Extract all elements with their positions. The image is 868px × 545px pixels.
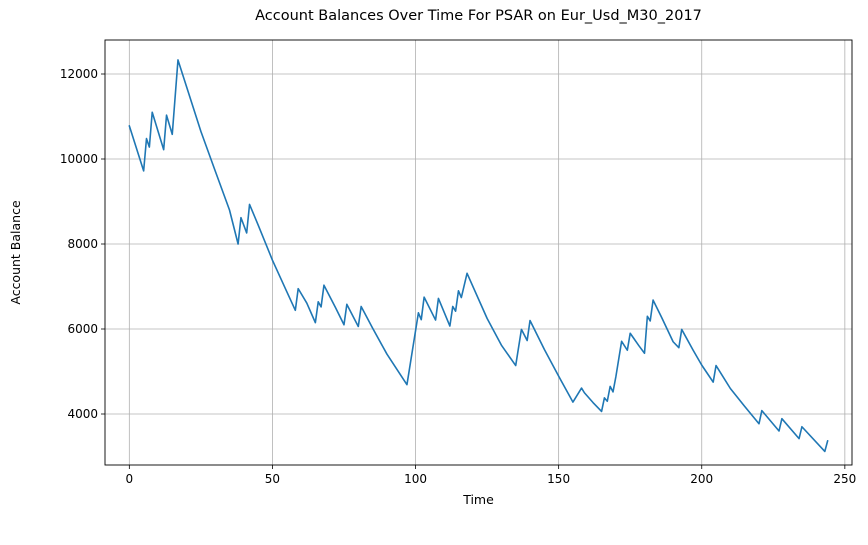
y-axis-label: Account Balance xyxy=(8,200,23,305)
y-tick-label: 6000 xyxy=(67,322,98,336)
y-tick-label: 8000 xyxy=(67,237,98,251)
y-tick-label: 12000 xyxy=(60,67,98,81)
x-axis-label: Time xyxy=(462,492,494,507)
x-tick-label: 200 xyxy=(690,472,713,486)
plot-area-frame xyxy=(104,39,853,466)
series-layer xyxy=(128,59,829,453)
chart-title: Account Balances Over Time For PSAR on E… xyxy=(255,8,702,24)
series-line-account-balance xyxy=(128,59,829,453)
x-tick-label: 100 xyxy=(404,472,427,486)
x-tick-label: 150 xyxy=(547,472,570,486)
x-tick-label: 50 xyxy=(265,472,280,486)
x-tick-label: 0 xyxy=(126,472,134,486)
y-tick-label: 4000 xyxy=(67,407,98,421)
x-axis-ticks: 0 50 100 150 200 250 xyxy=(126,465,856,486)
x-tick-label: 250 xyxy=(833,472,856,486)
y-tick-label: 10000 xyxy=(60,152,98,166)
grid-lines xyxy=(105,40,852,465)
y-axis-ticks: 4000 6000 8000 10000 12000 xyxy=(60,67,105,421)
